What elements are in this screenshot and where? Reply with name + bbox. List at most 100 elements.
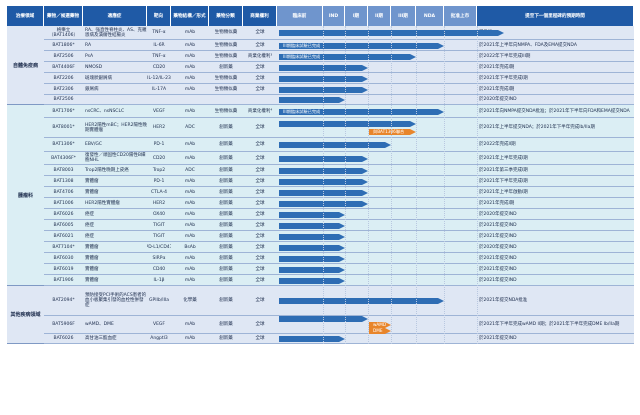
rights-cell	[243, 95, 277, 104]
rights-cell: 全球	[255, 211, 265, 217]
form-cell: mAb	[184, 178, 196, 184]
rights-cell: 全球	[255, 64, 265, 70]
section-label: 自體免疫病	[7, 26, 44, 105]
header-7: 臨床前	[277, 6, 323, 26]
form-cell: mAb	[184, 64, 196, 70]
stage-divider	[444, 26, 445, 344]
drug-cell: BAT8001*	[52, 125, 75, 130]
form-cell: mAb	[184, 266, 196, 272]
drug-cell: BAT6005	[53, 222, 74, 228]
progress-bar	[279, 298, 444, 304]
form-cell: mAb	[184, 336, 196, 341]
section-label: 腫瘤科	[7, 105, 44, 286]
target-cell: IL-6R	[153, 42, 165, 48]
progress-bar	[279, 234, 345, 240]
indication-cell: EBV/GC	[85, 142, 103, 147]
header-5: 藥物分類	[209, 6, 243, 26]
drug-cell: BAT1906	[53, 277, 74, 283]
rights-cell: 全球	[255, 155, 265, 161]
indication-cell: 高甘油三酯血症	[85, 336, 117, 341]
rights-cell: 全球	[255, 244, 265, 250]
indication-cell: nsCRC、nsNSCLC	[85, 108, 125, 114]
class-cell: 創新藥	[219, 233, 233, 239]
target-cell	[147, 95, 171, 104]
table-row: BAT7104* 實體瘤 PD-L1/CD47 BsAb 創新藥 全球 於2020年提交IN…	[7, 242, 634, 253]
class-cell: 創新藥	[219, 244, 233, 250]
stage-divider	[345, 26, 346, 344]
indication-cell: wAMD、DME	[85, 322, 114, 327]
progress-bar: 與BAT1306聯合	[369, 129, 416, 135]
indication-cell: HER2陽性mBC；HER2陽性晚期實體瘤	[85, 122, 147, 133]
milestone-cell: 於2021年上半年提交NDA；於2021年下半年完成Ib/IIa期	[479, 125, 595, 130]
milestone-cell: 於2021年完成I期	[479, 64, 515, 70]
table-row: BAT1906 實體瘤 IL-1β mAb 創新藥 全球 於2021年提交IND	[7, 275, 634, 286]
milestone-cell: 於2021年完成I期	[479, 200, 515, 206]
class-cell: 創新藥	[219, 155, 233, 161]
indication-cell: 實體瘤	[85, 266, 99, 272]
section-label: 其他疾病領域	[7, 286, 44, 344]
milestone-cell: 於2020年提交IND	[479, 211, 517, 217]
table-row: BAT4406F NMOSD CD20 mAb 創新藥 全球 於2021年完成I期	[7, 62, 634, 73]
table-row: BAT6026 癌症 OX40 mAb 創新藥 全球 於2020年提交IND	[7, 209, 634, 220]
class-cell: 創新藥	[219, 255, 233, 261]
target-cell: CD40	[152, 266, 166, 272]
drug-cell: BAT4406F	[52, 64, 75, 70]
pipeline-table: 治療領域 藥物／候選藥物 適應症 靶向 藥物結構／形式 藥物分類 商業權利 臨床前 IND I期 I…	[7, 6, 634, 406]
indication-cell: 預防接受PCI手術的ACS患者的血小板聚集引發的血栓性併發症	[85, 293, 147, 308]
milestone-cell: 於2021年向NMPA提交NDA批准；於2021年下半年向FDA和EMA提交ND…	[479, 108, 630, 114]
stage-divider	[323, 26, 324, 344]
table-row: BAT1306* EBV/GC PD-1 mAb 創新藥 全球 於2022年完成II期	[7, 138, 634, 152]
indication-cell: 實體瘤	[85, 255, 99, 261]
milestone-cell: 於2021年第三季完成I期	[479, 167, 528, 173]
milestone-cell: 於2021年提交IND	[479, 255, 517, 261]
table-row: 格樂立（BAT1406） RA、強直性脊柱炎、AS、克羅恩病及潰瘍性結腸炎 TNF-…	[7, 26, 634, 40]
form-cell: ADC	[185, 125, 195, 130]
rights-cell: 全球	[255, 142, 265, 147]
target-cell: TNF-α	[152, 53, 166, 59]
target-cell: VEGF	[153, 322, 165, 327]
rights-cell: 全球	[255, 167, 265, 173]
rights-cell: 全球	[255, 322, 265, 327]
table-row: BAT8001* HER2陽性mBC；HER2陽性晚期實體瘤 HER2 ADC 創新藥 全…	[7, 118, 634, 138]
target-cell: GPIIb/IIIa	[149, 298, 169, 303]
rights-cell: 全球	[255, 178, 265, 184]
indication-cell: 復發性／頑固性CD20陽性B細胞NHL	[85, 153, 146, 163]
table-row: BAT6030 實體瘤 SIRPα mAb 創新藥 全球 於2021年提交IND	[7, 253, 634, 264]
table-row: BAT1308 實體瘤 PD-1 mAb 創新藥 全球 於2021年下半年完成I期	[7, 176, 634, 187]
progress-bar	[279, 245, 345, 251]
form-cell: mAb	[184, 75, 196, 81]
rights-cell: 全球	[255, 86, 265, 92]
rights-cell: 全球	[255, 42, 265, 48]
rights-cell: 全球	[255, 200, 265, 206]
form-cell: mAb	[184, 86, 196, 92]
class-cell: 創新藥	[219, 277, 233, 283]
milestone-cell: 於2022年下半年完成III期	[479, 53, 531, 59]
form-cell: mAb	[184, 233, 196, 239]
class-cell: 創新藥	[219, 211, 233, 217]
header-3: 靶向	[147, 6, 171, 26]
drug-cell: BAT2206	[53, 75, 74, 81]
form-cell: ADC	[185, 167, 195, 173]
table-row: BAT4706 實體瘤 CTLA-4 mAb 創新藥 全球 於2021年上半年啟動I期	[7, 187, 634, 198]
indication-cell: NMOSD	[85, 64, 103, 70]
progress-bar: wAMD	[369, 322, 391, 328]
target-cell: IL-1β	[153, 277, 165, 283]
progress-bar	[279, 267, 345, 273]
rights-cell: 全球	[255, 266, 265, 272]
milestone-cell: 於2021年上半年啟動I期	[479, 189, 528, 195]
table-row: BAT4306F* 復發性／頑固性CD20陽性B細胞NHL CD20 mAb 創新藥 全球…	[7, 152, 634, 165]
target-cell: CD20	[152, 155, 166, 161]
rights-cell: 商業化權利⁴	[247, 108, 273, 114]
indication-cell: Trop2陽性晚期上皮癌	[85, 167, 129, 173]
progress-bar: III期臨床試驗已完成	[279, 43, 444, 49]
progress-bar-label: III期臨床試驗已完成	[283, 54, 321, 59]
milestone-cell: 於2021年上半年完成I期	[479, 155, 528, 161]
progress-bar	[279, 142, 391, 148]
drug-cell: BAT5906F	[52, 322, 75, 327]
class-cell: 創新藥	[219, 189, 233, 195]
rights-cell: 全球	[255, 298, 265, 303]
header-12: NDA	[416, 6, 444, 26]
form-cell	[171, 95, 209, 104]
drug-cell: BAT6026	[53, 336, 74, 341]
milestone-cell: 於2021年提交IND	[479, 336, 517, 341]
